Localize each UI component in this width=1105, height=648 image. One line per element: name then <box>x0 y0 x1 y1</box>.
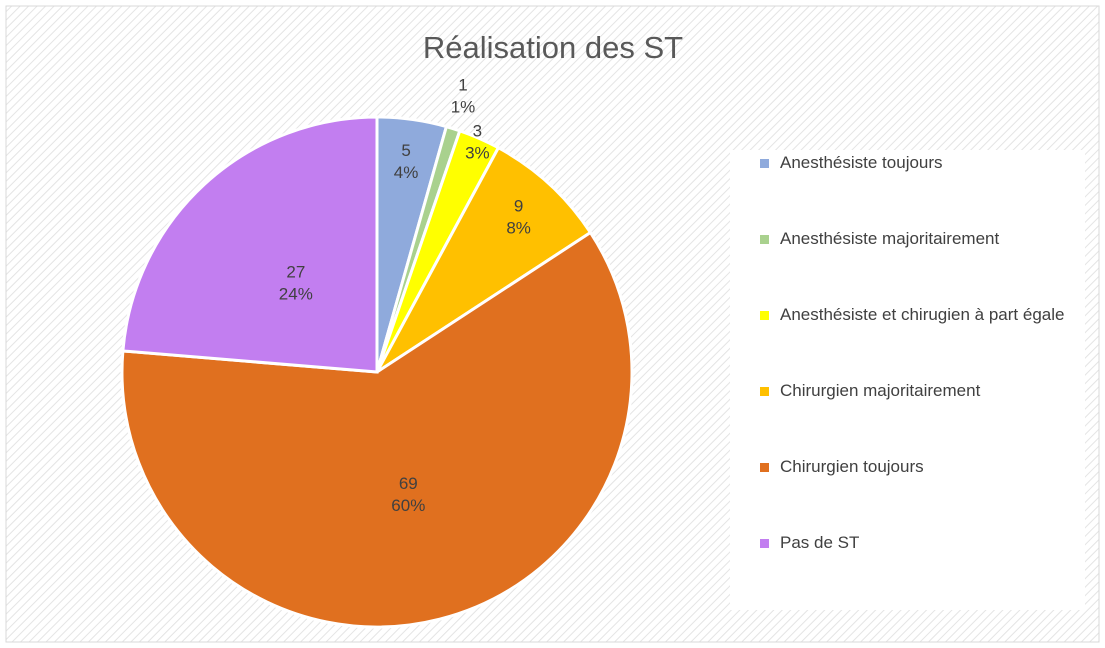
legend-item: Anesthésiste et chirugien à part égale <box>760 302 1090 378</box>
legend-label: Anesthésiste toujours <box>780 153 943 172</box>
legend-label: Anesthésiste majoritairement <box>780 229 1000 248</box>
legend: Anesthésiste toujours Anesthésiste majori… <box>760 150 1090 606</box>
legend-item: Anesthésiste majoritairement <box>760 226 1090 302</box>
value-label: 5 <box>401 141 410 160</box>
percent-label: 3% <box>465 144 490 163</box>
pie-slice <box>121 115 379 374</box>
legend-item: Chirurgien toujours <box>760 454 1090 530</box>
legend-item: Anesthésiste toujours <box>760 150 1090 226</box>
value-label: 9 <box>514 197 523 216</box>
value-label: 3 <box>473 122 482 141</box>
pie-slice <box>120 230 634 629</box>
chart-title: Réalisation des ST <box>423 30 683 65</box>
value-label: 69 <box>399 474 418 493</box>
legend-label: Chirurgien majoritairement <box>780 381 981 400</box>
legend-item: Chirurgien majoritairement <box>760 378 1090 454</box>
legend-swatch <box>760 235 769 244</box>
legend-swatch <box>760 387 769 396</box>
legend-label: Pas de ST <box>780 533 860 552</box>
legend-swatch <box>760 159 769 168</box>
legend-background <box>730 150 1085 610</box>
legend-label: Anesthésiste et chirugien à part égale <box>780 305 1065 324</box>
pie-slice <box>375 145 593 374</box>
value-label: 27 <box>286 262 305 281</box>
percent-label: 1% <box>451 97 476 116</box>
legend-label: Chirurgien toujours <box>780 457 924 476</box>
legend-swatch <box>760 539 769 548</box>
legend-item: Pas de ST <box>760 530 1090 606</box>
value-label: 1 <box>458 75 467 94</box>
percent-label: 24% <box>279 284 313 303</box>
legend-swatch <box>760 463 769 472</box>
percent-label: 4% <box>394 163 419 182</box>
percent-label: 8% <box>506 219 531 238</box>
legend-swatch <box>760 311 769 320</box>
percent-label: 60% <box>391 496 425 515</box>
